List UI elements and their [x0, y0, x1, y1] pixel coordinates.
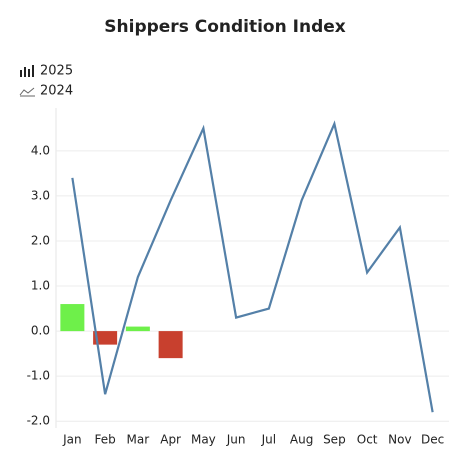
- bar: [93, 331, 118, 345]
- bar: [158, 331, 183, 359]
- y-tick-label: 4.0: [31, 143, 50, 157]
- y-tick-label: 2.0: [31, 233, 50, 247]
- legend-label: 2024: [40, 84, 73, 99]
- legend-line-icon: [19, 87, 35, 96]
- legend-label: 2025: [40, 64, 73, 79]
- x-tick-label: Apr: [160, 433, 181, 447]
- y-tick-label: 0.0: [31, 324, 50, 338]
- x-tick-label: Oct: [357, 433, 378, 447]
- x-tick-label: Sep: [323, 433, 346, 447]
- y-tick-label: -1.0: [27, 369, 50, 383]
- legend-bar-icon: [20, 65, 34, 77]
- line: [71, 120, 434, 413]
- legend: 2025 2024: [19, 64, 73, 99]
- bar: [125, 326, 150, 332]
- y-tick-label: 1.0: [31, 279, 50, 293]
- x-tick-label: Jun: [226, 433, 246, 447]
- chart-title: Shippers Condition Index: [104, 17, 345, 37]
- x-tick-label: May: [191, 433, 216, 447]
- x-tick-label: Mar: [127, 433, 150, 447]
- x-tick-label: Jul: [261, 433, 276, 447]
- y-tick-label: 3.0: [31, 188, 50, 202]
- x-tick-label: Jan: [62, 433, 82, 447]
- x-tick-label: Aug: [290, 433, 313, 447]
- y-tick-label: -2.0: [27, 414, 50, 428]
- x-tick-label: Feb: [95, 433, 116, 447]
- x-tick-label: Dec: [421, 433, 444, 447]
- x-tick-label: Nov: [388, 433, 411, 447]
- bar: [60, 304, 85, 332]
